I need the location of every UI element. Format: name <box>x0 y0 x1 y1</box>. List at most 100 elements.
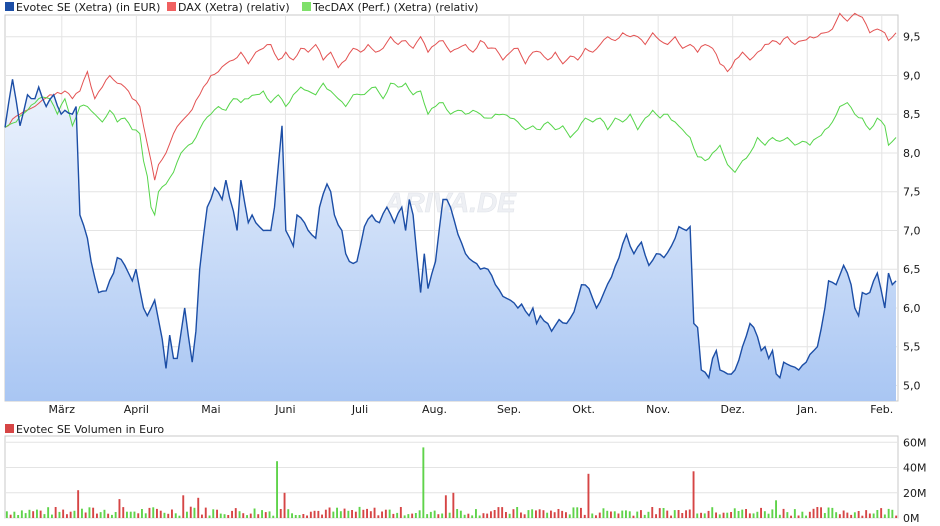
volume-bar <box>238 511 241 518</box>
volume-bar <box>234 508 237 518</box>
volume-bar <box>726 512 729 518</box>
price-yaxis: 9,5 9,0 8,5 8,0 7,5 7,0 6,5 6,0 5,5 5,0 <box>903 31 921 393</box>
volume-bar <box>324 509 327 518</box>
volume-bar <box>722 512 725 518</box>
volume-bar <box>313 510 316 518</box>
volume-bar <box>193 507 196 518</box>
volume-bar <box>437 514 440 518</box>
volume-bar <box>343 508 346 518</box>
volume-bar <box>861 515 864 518</box>
legend-label-tecdax: TecDAX (Perf.) (Xetra) (relativ) <box>312 1 478 14</box>
volume-bar <box>261 510 263 518</box>
volume-bar <box>643 514 646 518</box>
volume-bar <box>853 512 856 518</box>
volume-bar <box>186 511 188 518</box>
volume-bar <box>182 495 185 518</box>
volume-bar <box>767 513 770 518</box>
volume-bar <box>891 509 894 518</box>
volume-legend-label: Evotec SE Volumen in Euro <box>16 423 164 436</box>
volume-bar <box>846 512 849 518</box>
price-xtick-label: Okt. <box>572 403 595 416</box>
volume-bar <box>662 508 665 518</box>
volume-bar <box>129 511 132 518</box>
volume-bar <box>272 515 275 518</box>
legend-swatch-dax <box>167 2 176 11</box>
volume-bar <box>253 508 256 518</box>
volume-bar <box>670 515 672 518</box>
volume-bar <box>512 509 515 518</box>
volume-bar <box>745 509 747 518</box>
price-xtick-label: Aug. <box>422 403 447 416</box>
volume-bar <box>816 507 819 518</box>
volume-bar <box>587 473 590 518</box>
price-ytick-label: 8,0 <box>903 147 921 160</box>
volume-bar <box>351 510 353 518</box>
volume-bar <box>392 513 395 518</box>
dax-line <box>4 12 897 181</box>
volume-bar <box>189 506 192 518</box>
volume-bar <box>463 514 466 518</box>
volume-bar <box>73 510 76 518</box>
volume-bar <box>880 508 883 518</box>
volume-bar <box>418 510 421 518</box>
volume-bar <box>583 514 586 518</box>
volume-bar <box>805 515 807 518</box>
volume-bar <box>711 507 714 518</box>
volume-bar <box>336 507 338 518</box>
volume-bar <box>369 511 372 518</box>
volume-bar <box>598 512 601 518</box>
legend-label-evotec: Evotec SE (Xetra) (in EUR) <box>16 1 160 14</box>
volume-bar <box>384 509 387 518</box>
volume-bar <box>279 509 282 518</box>
price-ytick-label: 5,0 <box>903 379 921 392</box>
volume-bar <box>621 510 624 518</box>
volume-bar <box>561 510 564 518</box>
volume-bar <box>133 511 136 518</box>
volume-bar <box>576 507 579 518</box>
volume-bar <box>591 513 594 518</box>
price-area <box>5 79 896 402</box>
volume-bar <box>673 510 676 518</box>
volume-bar <box>456 509 459 518</box>
volume-bar <box>850 514 853 518</box>
price-ytick-label: 9,0 <box>903 69 921 82</box>
volume-bar <box>201 514 203 518</box>
volume-bar <box>339 511 342 518</box>
volume-bar <box>516 507 519 518</box>
price-xtick-label: Feb. <box>870 403 893 416</box>
volume-ytick-label: 0M <box>903 512 920 525</box>
volume-bar <box>876 510 879 518</box>
volume-bar <box>666 510 669 518</box>
volume-bar <box>171 509 173 518</box>
volume-bar <box>752 513 755 518</box>
volume-bar <box>13 511 16 518</box>
volume-bar <box>527 510 530 518</box>
volume-bar <box>610 511 612 518</box>
volume-bar <box>231 510 233 518</box>
volume-bar <box>174 513 177 518</box>
volume-bar <box>257 514 260 518</box>
volume-bar <box>81 508 83 518</box>
volume-bar <box>84 512 87 518</box>
volume-bar <box>715 512 717 518</box>
volume-bar <box>69 511 72 518</box>
volume-bar <box>126 511 128 518</box>
volume-bar <box>471 515 474 518</box>
volume-bar <box>159 510 162 518</box>
volume-bar <box>66 514 68 518</box>
volume-bar <box>452 492 455 518</box>
volume-bar <box>778 514 781 518</box>
volume-bar <box>302 514 305 518</box>
volume-bar <box>24 513 27 518</box>
price-legend: Evotec SE (Xetra) (in EUR) DAX (Xetra) (… <box>5 1 478 14</box>
volume-bar <box>32 511 35 518</box>
volume-bar <box>520 512 522 518</box>
volume-bar <box>242 513 245 518</box>
price-xtick-label: Jan. <box>796 403 817 416</box>
price-ytick-label: 6,0 <box>903 302 921 315</box>
price-xtick-label: Juni <box>274 403 295 416</box>
volume-bar <box>523 514 526 518</box>
volume-bar <box>775 500 777 518</box>
volume-bar <box>152 507 155 518</box>
